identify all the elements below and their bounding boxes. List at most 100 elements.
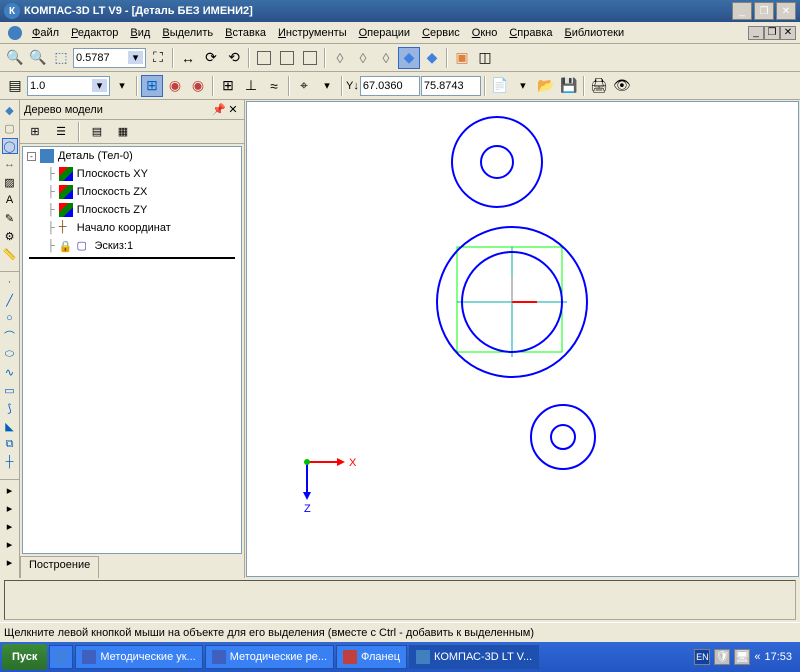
pin-icon[interactable]: 📌 [212, 103, 226, 117]
print-icon[interactable]: 🖨 [588, 75, 610, 97]
tree-node[interactable]: ├Плоскость ZX [23, 183, 241, 201]
menu-операции[interactable]: Операции [353, 25, 416, 41]
nohidden-icon[interactable]: ◊ [375, 47, 397, 69]
edit-tool-icon[interactable]: ✎ [2, 210, 18, 226]
tray-collapse-icon[interactable]: « [754, 651, 760, 663]
tree-node[interactable]: ├🔒▢Эскиз:1 [23, 237, 241, 255]
arc-tool-icon[interactable]: ⌒ [2, 328, 18, 344]
zoom-fit-icon[interactable]: ⛶ [147, 47, 169, 69]
drawing-canvas[interactable]: XZ [246, 101, 799, 577]
shaded-edges-icon[interactable]: ◆ [421, 47, 443, 69]
hidden-icon[interactable]: ◊ [352, 47, 374, 69]
zoom-window-icon[interactable]: ⬚ [50, 47, 72, 69]
param-tool-icon[interactable]: ⚙ [2, 228, 18, 244]
chevron-down-icon[interactable]: ▾ [92, 79, 107, 92]
menu-выделить[interactable]: Выделить [156, 25, 219, 41]
tree-node[interactable]: ├┼Начало координат [23, 219, 241, 237]
zoom-combo[interactable]: 0.5787 ▾ [73, 48, 146, 68]
menu-библиотеки[interactable]: Библиотеки [559, 25, 631, 41]
line-tool-icon[interactable]: ╱ [2, 292, 18, 308]
more1-icon[interactable]: ▸ [2, 482, 18, 498]
state-arrow-icon[interactable]: ▾ [111, 75, 133, 97]
more2-icon[interactable]: ▸ [2, 500, 18, 516]
clock[interactable]: 17:53 [764, 651, 792, 663]
dimension-tool-icon[interactable]: ↔ [2, 156, 18, 172]
text-tool-icon[interactable]: A [2, 192, 18, 208]
mdi-minimize-button[interactable]: _ [748, 26, 764, 40]
sketch-tool-icon[interactable]: ▢ [2, 120, 18, 136]
tree-node[interactable]: ├Плоскость ZY [23, 201, 241, 219]
section-icon[interactable]: ◫ [474, 47, 496, 69]
hatch-tool-icon[interactable]: ▨ [2, 174, 18, 190]
rect-tool-icon[interactable]: ▭ [2, 382, 18, 398]
ortho-xz-icon[interactable] [276, 47, 298, 69]
zoom-in-icon[interactable]: 🔍 [4, 47, 26, 69]
tree-root[interactable]: - Деталь (Тел-0) [23, 147, 241, 165]
offset-tool-icon[interactable]: ⧉ [2, 436, 18, 452]
start-button[interactable]: Пуск [2, 644, 47, 670]
circle-tool-icon[interactable]: ○ [2, 310, 18, 326]
app-menu-icon[interactable] [4, 22, 26, 44]
geometry-tool-icon[interactable]: ◯ [2, 138, 18, 154]
coord-x[interactable]: 67.0360 [360, 76, 420, 96]
expand-icon[interactable]: - [27, 152, 36, 161]
chamfer-tool-icon[interactable]: ◣ [2, 418, 18, 434]
measure-tool-icon[interactable]: 📏 [2, 246, 18, 262]
close-button[interactable]: ✕ [776, 2, 796, 20]
layer-icon[interactable]: ▤ [4, 75, 26, 97]
more3-icon[interactable]: ▸ [2, 518, 18, 534]
more4-icon[interactable]: ▸ [2, 536, 18, 552]
tray-icon2[interactable]: 🖥 [734, 649, 750, 665]
select-tool-icon[interactable]: ◆ [2, 102, 18, 118]
model-tree[interactable]: - Деталь (Тел-0) ├Плоскость XY├Плоскость… [22, 146, 242, 554]
menu-вставка[interactable]: Вставка [219, 25, 272, 41]
menu-справка[interactable]: Справка [503, 25, 558, 41]
minimize-button[interactable]: _ [732, 2, 752, 20]
menu-окно[interactable]: Окно [466, 25, 504, 41]
wireframe-icon[interactable]: ◊ [329, 47, 351, 69]
grid-icon[interactable]: ⊞ [217, 75, 239, 97]
round-icon[interactable]: ≈ [263, 75, 285, 97]
snap-settings-icon[interactable]: ◉ [187, 75, 209, 97]
point-tool-icon[interactable]: · [2, 274, 18, 290]
snap-grid-icon[interactable]: ⊞ [141, 75, 163, 97]
tree-view4-icon[interactable]: ▦ [112, 121, 134, 143]
fillet-tool-icon[interactable]: ⟆ [2, 400, 18, 416]
task-item[interactable]: Методические ук... [75, 645, 202, 669]
refresh-icon[interactable]: ⟲ [223, 47, 245, 69]
lang-indicator[interactable]: EN [694, 649, 710, 665]
more5-icon[interactable]: ▸ [2, 554, 18, 570]
new-icon[interactable]: 📄 [489, 75, 511, 97]
menu-инструменты[interactable]: Инструменты [272, 25, 353, 41]
task-item[interactable]: Фланец [336, 645, 407, 669]
tab-build[interactable]: Построение [20, 556, 99, 578]
lcs-arrow-icon[interactable]: ▾ [316, 75, 338, 97]
zoom-out-icon[interactable]: 🔍 [27, 47, 49, 69]
restore-button[interactable]: ❐ [754, 2, 774, 20]
pan-icon[interactable]: ↔ [177, 47, 199, 69]
scale-combo[interactable]: 1.0 ▾ [27, 76, 110, 96]
shaded-icon[interactable]: ◆ [398, 47, 420, 69]
task-item[interactable]: Методические ре... [205, 645, 334, 669]
mdi-restore-button[interactable]: ❐ [764, 26, 780, 40]
ortho-xy-icon[interactable] [253, 47, 275, 69]
axis-tool-icon[interactable]: ┼ [2, 454, 18, 470]
snap-toggle-icon[interactable]: ◉ [164, 75, 186, 97]
tree-view1-icon[interactable]: ⊞ [24, 121, 46, 143]
menu-редактор[interactable]: Редактор [65, 25, 124, 41]
tree-close-icon[interactable]: ✕ [226, 103, 240, 117]
tree-view3-icon[interactable]: ▤ [86, 121, 108, 143]
preview-icon[interactable]: 👁 [611, 75, 633, 97]
ortho-yz-icon[interactable] [299, 47, 321, 69]
quicklaunch[interactable] [49, 645, 73, 669]
open-icon[interactable]: 📂 [535, 75, 557, 97]
tray-icon1[interactable]: 🛡 [714, 649, 730, 665]
perspective-icon[interactable]: ▣ [451, 47, 473, 69]
rotate-icon[interactable]: ⟳ [200, 47, 222, 69]
menu-файл[interactable]: Файл [26, 25, 65, 41]
ortho-icon[interactable]: ⊥ [240, 75, 262, 97]
coord-y[interactable]: 75.8743 [421, 76, 481, 96]
ellipse-tool-icon[interactable]: ⬭ [2, 346, 18, 362]
menu-сервис[interactable]: Сервис [416, 25, 466, 41]
new-arrow-icon[interactable]: ▾ [512, 75, 534, 97]
